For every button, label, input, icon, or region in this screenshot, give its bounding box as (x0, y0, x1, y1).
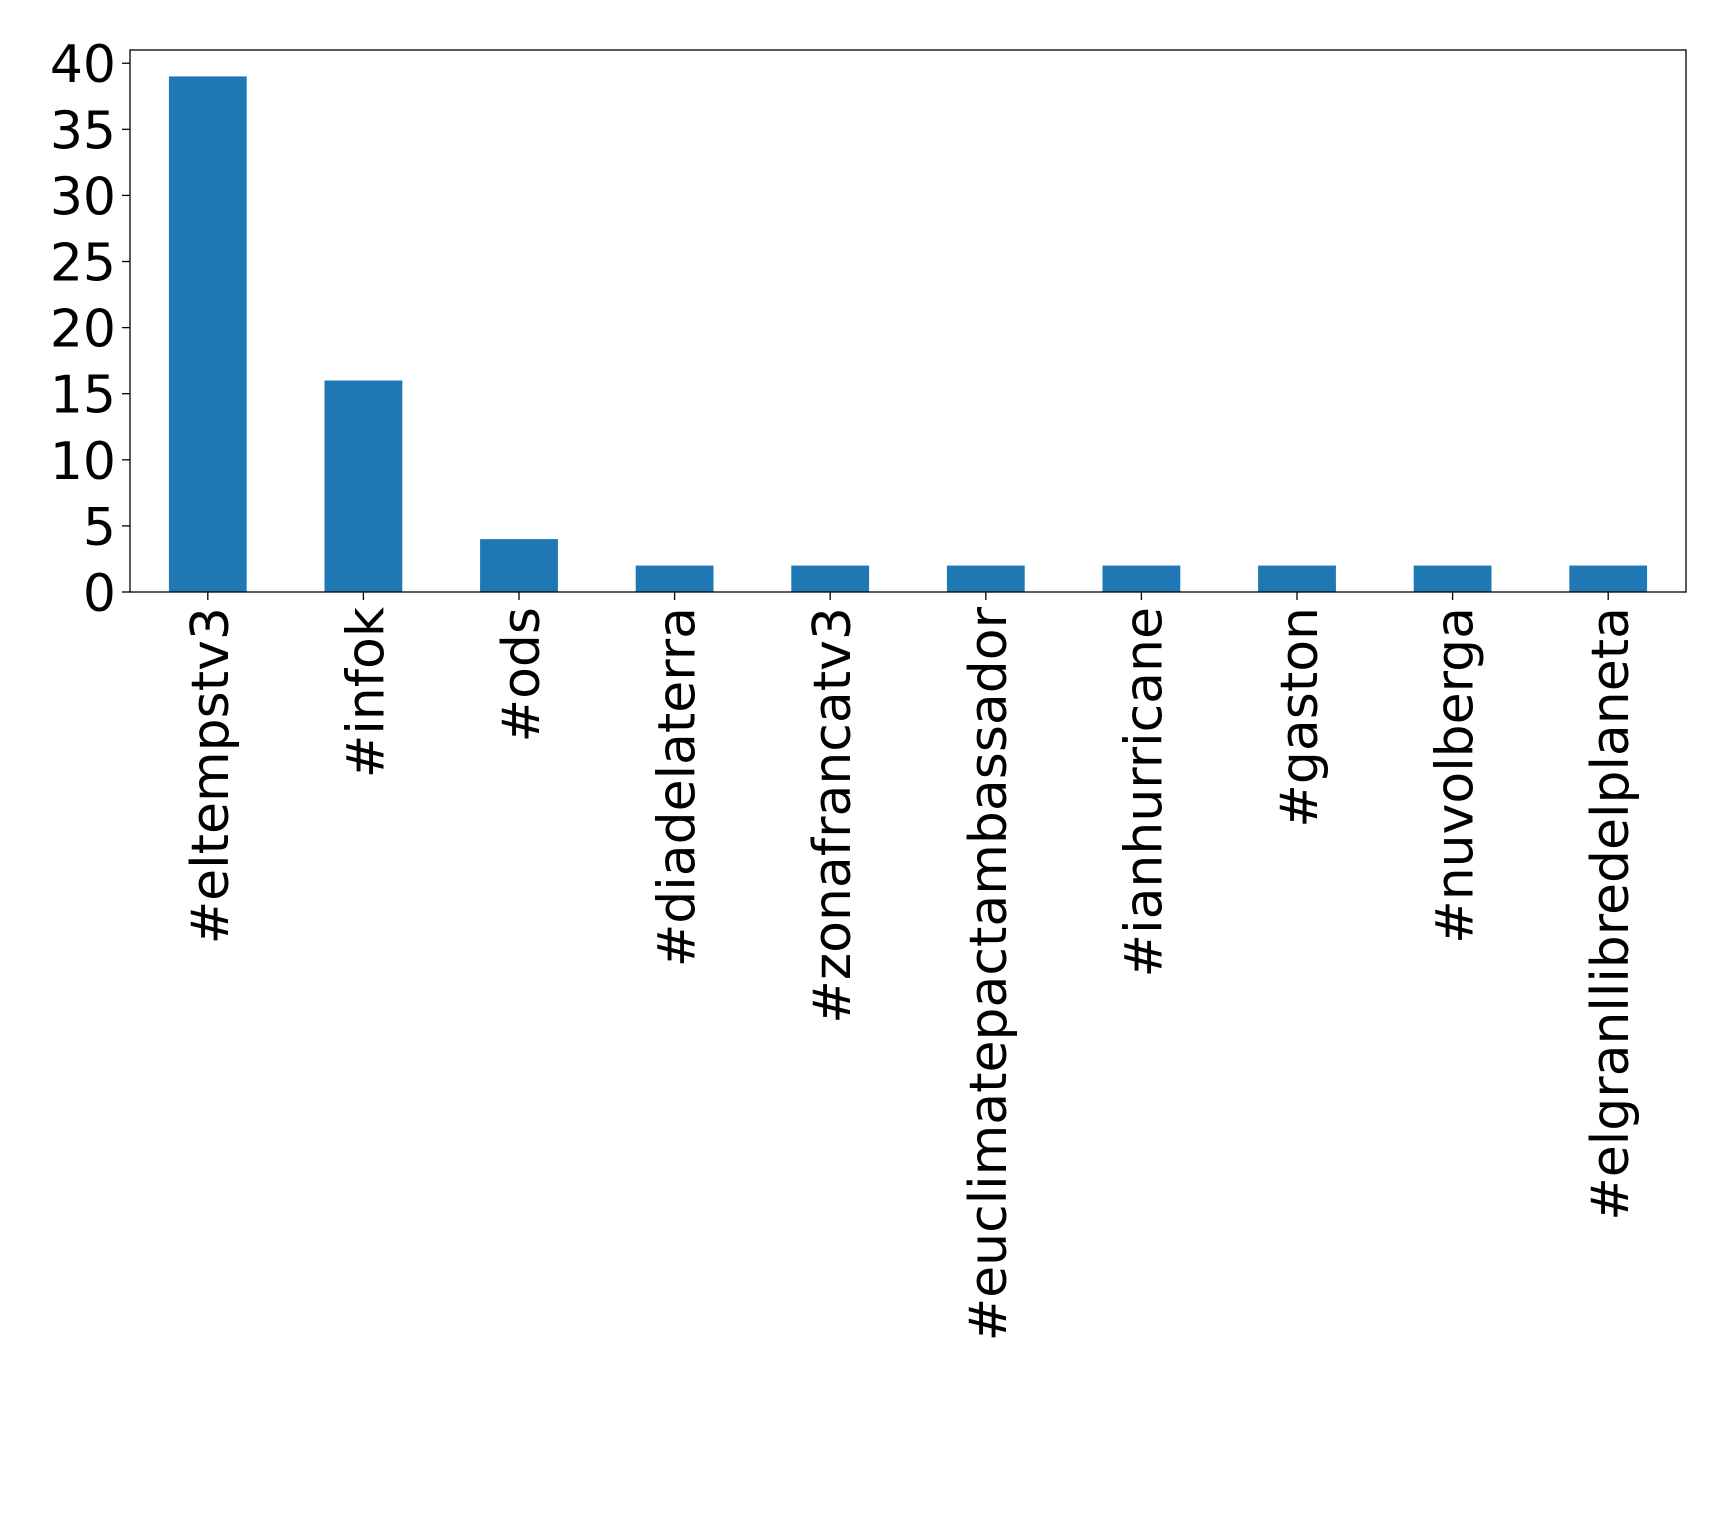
y-tick-label-5: 25 (50, 234, 116, 294)
x-tick-label-8: #nuvolberga (1426, 607, 1486, 944)
x-tick-label-6: #ianhurricane (1114, 607, 1174, 977)
x-tick-label-9: #elgranllibredelplaneta (1581, 607, 1641, 1221)
y-tick-label-1: 5 (83, 498, 116, 558)
bar-6 (1102, 565, 1181, 592)
bar-9 (1569, 565, 1648, 592)
x-tick-label-1: #infok (336, 607, 396, 778)
y-tick-label-0: 0 (83, 564, 116, 624)
bar-0 (168, 76, 247, 592)
y-tick-label-6: 30 (50, 167, 116, 227)
x-axis: #eltempstv3 #infok #ods #diadelaterra #zonaf… (181, 592, 1641, 1341)
bar-7 (1258, 565, 1336, 592)
bar-8 (1413, 565, 1492, 592)
bars-layer (168, 76, 1648, 592)
x-tick-label-7: #gaston (1270, 607, 1330, 828)
bar-2 (480, 539, 558, 592)
x-tick-label-0: #eltempstv3 (181, 607, 241, 944)
y-tick-label-2: 10 (50, 432, 116, 492)
bar-5 (946, 565, 1025, 592)
bar-4 (791, 565, 870, 592)
y-tick-label-4: 20 (50, 300, 116, 360)
x-tick-label-5: #euclimatepactambassador (959, 606, 1019, 1341)
y-tick-label-3: 15 (50, 366, 116, 426)
x-tick-label-2: #ods (492, 607, 552, 742)
y-tick-label-7: 35 (50, 101, 116, 161)
y-tick-label-8: 40 (50, 35, 116, 95)
x-tick-label-4: #zonafrancatv3 (803, 607, 863, 1024)
x-tick-label-3: #diadelaterra (648, 607, 708, 967)
bar-1 (324, 380, 403, 592)
plot-frame (129, 49, 1687, 593)
bar-3 (635, 565, 714, 592)
